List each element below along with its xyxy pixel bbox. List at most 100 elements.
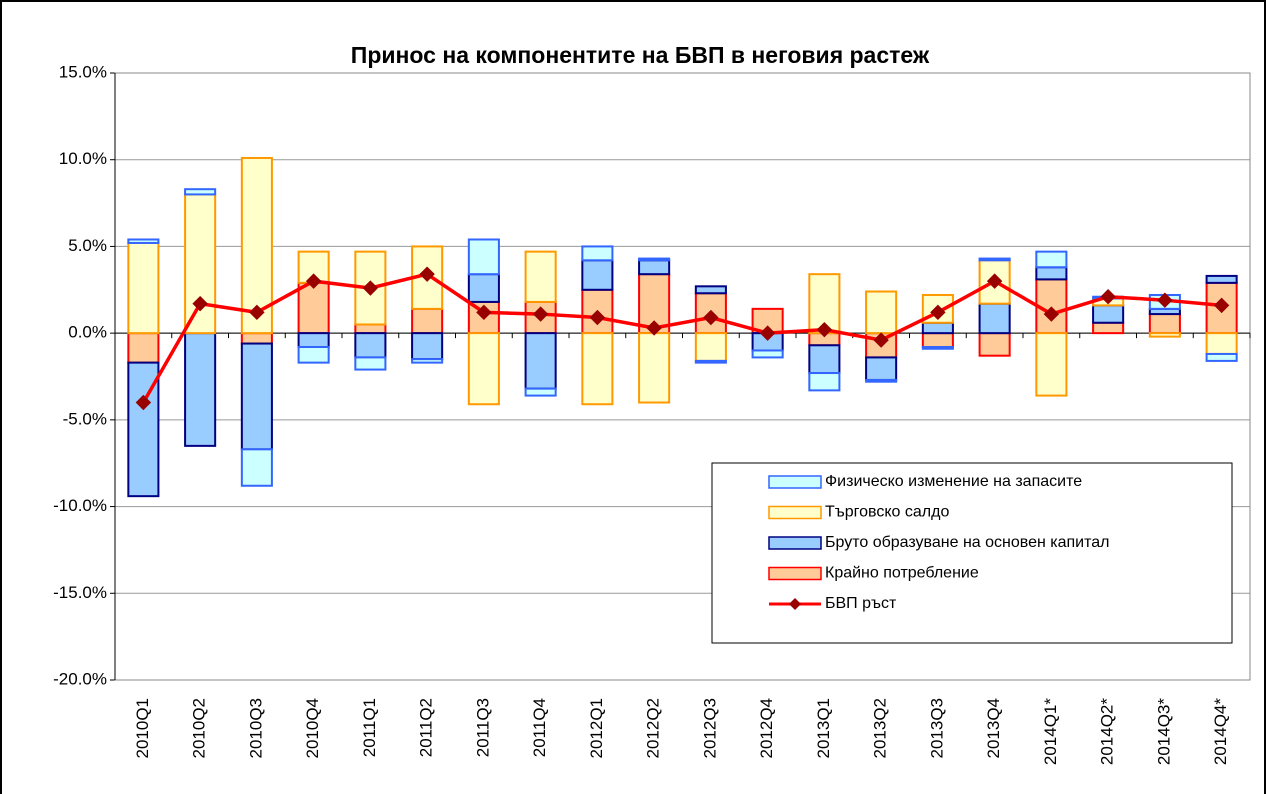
- bar: [184, 188, 217, 196]
- x-tick-label: 2011Q2: [417, 698, 436, 757]
- bar: [581, 332, 614, 406]
- marker: [476, 304, 492, 321]
- bar: [1035, 266, 1068, 281]
- y-tick-label: -5.0%: [63, 409, 107, 428]
- legend-label: Физическо изменение на запасите: [825, 473, 1082, 490]
- bar: [581, 259, 614, 291]
- bar: [467, 332, 500, 406]
- bar: [638, 257, 671, 262]
- x-tick-label: 2013Q4: [984, 698, 1003, 759]
- bar: [978, 302, 1011, 335]
- marker: [1157, 292, 1173, 308]
- x-tick-label: 2013Q3: [927, 698, 946, 759]
- legend-label: Крайно потребление: [825, 565, 979, 582]
- bar: [1092, 321, 1125, 335]
- marker: [532, 306, 549, 322]
- bar: [524, 387, 557, 397]
- x-tick-label: 2013Q2: [871, 698, 890, 759]
- x-tick-label: 2013Q1: [814, 698, 833, 759]
- y-tick-label: -20.0%: [53, 669, 107, 688]
- x-tick-label: 2011Q4: [530, 698, 549, 757]
- bar: [240, 332, 273, 345]
- bar: [865, 290, 898, 335]
- chart-title: Принос на компонентите на БВП в неговия …: [351, 42, 930, 68]
- bar: [297, 332, 330, 349]
- bar: [524, 250, 557, 303]
- x-tick-label: 2011Q1: [360, 698, 379, 757]
- marker: [419, 266, 435, 282]
- legend-label: Търговско салдо: [825, 504, 949, 521]
- x-tick-label: 2010Q4: [303, 698, 322, 759]
- x-tick-label: 2012Q3: [700, 698, 719, 759]
- bar: [1092, 304, 1125, 324]
- bar: [127, 241, 160, 335]
- marker: [192, 295, 208, 312]
- y-tick-label: 0.0%: [68, 323, 107, 342]
- bar: [354, 332, 387, 359]
- legend-marker: [789, 598, 801, 610]
- marker: [816, 321, 833, 338]
- bar: [524, 332, 557, 390]
- bar: [638, 332, 671, 404]
- legend-swatch: [768, 475, 822, 489]
- marker: [986, 273, 1003, 289]
- bar: [865, 378, 898, 383]
- legend-swatch: [768, 536, 822, 550]
- x-tick-label: 2014Q2*: [1098, 698, 1117, 765]
- marker: [135, 394, 152, 411]
- bar: [411, 307, 444, 335]
- marker: [930, 304, 946, 321]
- y-tick-label: 15.0%: [59, 62, 107, 81]
- bar: [694, 285, 727, 295]
- line: [141, 272, 1222, 404]
- bar: [638, 259, 671, 276]
- x-tick-label: 2014Q1*: [1041, 698, 1060, 765]
- marker: [1213, 297, 1230, 314]
- x-tick-label: 2011Q3: [473, 698, 492, 757]
- legend-swatch: [768, 505, 822, 520]
- y-tick-label: -10.0%: [53, 496, 107, 515]
- bar: [240, 342, 273, 451]
- marker: [1100, 289, 1116, 305]
- x-tick-label: 2010Q3: [246, 698, 265, 759]
- bar: [127, 332, 160, 364]
- bar: [978, 332, 1011, 357]
- bar: [297, 346, 330, 364]
- x-tick-label: 2010Q2: [190, 698, 209, 759]
- legend-swatch: [768, 566, 822, 581]
- bar: [467, 273, 500, 303]
- legend-label: БВП ръст: [825, 595, 897, 612]
- bar: [354, 323, 387, 335]
- bar: [1205, 332, 1238, 355]
- bar: [184, 332, 217, 447]
- x-tick-label: 2012Q1: [587, 698, 606, 759]
- bar: [1148, 313, 1181, 335]
- marker: [646, 320, 662, 336]
- bar: [184, 193, 217, 335]
- x-tick-label: 2014Q4*: [1211, 698, 1230, 765]
- y-tick-label: 5.0%: [68, 236, 107, 255]
- marker: [305, 273, 322, 289]
- bar: [808, 344, 841, 375]
- x-tick-label: 2012Q2: [644, 698, 663, 759]
- bar: [978, 257, 1011, 262]
- bar: [808, 372, 841, 392]
- marker: [1043, 306, 1060, 322]
- marker: [759, 325, 776, 341]
- bar: [1205, 274, 1238, 284]
- bar: [411, 332, 444, 361]
- y-tick-label: -15.0%: [53, 583, 107, 602]
- marker: [249, 304, 265, 321]
- bar: [297, 281, 330, 335]
- y-tick-label: 10.0%: [59, 149, 107, 168]
- bar: [1148, 332, 1181, 338]
- bar: [921, 332, 954, 349]
- bar: [921, 346, 954, 350]
- marker: [589, 309, 606, 326]
- bar: [1205, 352, 1238, 362]
- bar: [127, 238, 160, 244]
- bar: [1035, 250, 1068, 269]
- bar: [921, 321, 954, 335]
